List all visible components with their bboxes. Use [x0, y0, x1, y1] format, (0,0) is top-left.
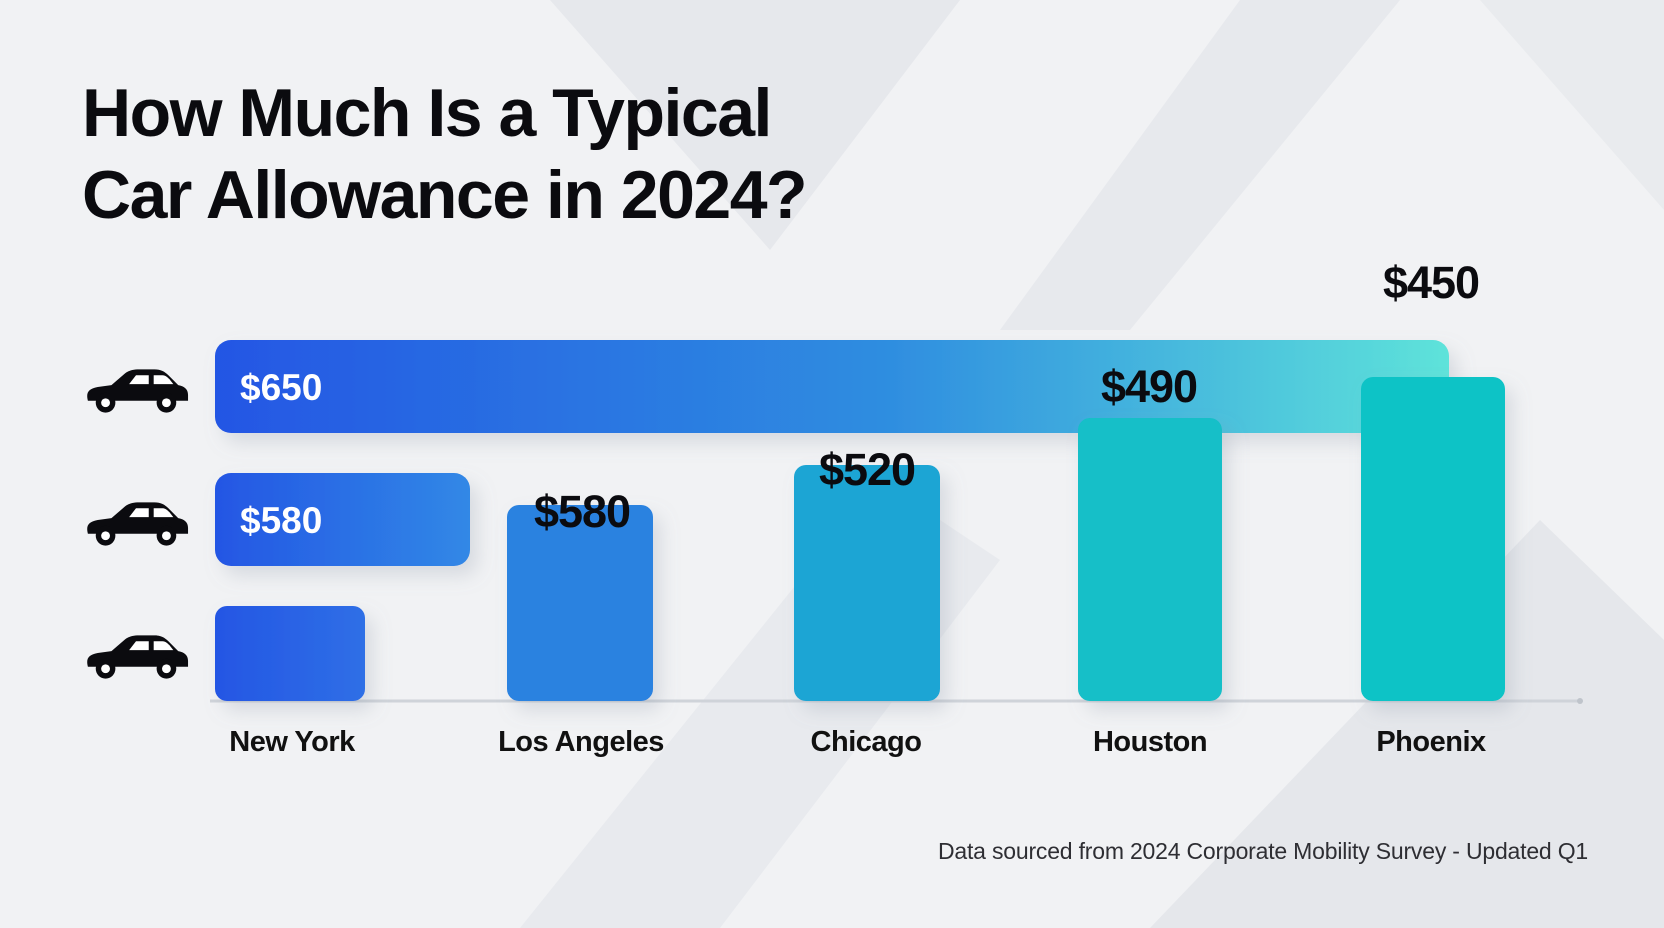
- bar-phoenix: [1361, 377, 1505, 701]
- horizontal-bar-580: [215, 473, 470, 566]
- bar-chicago: [794, 465, 940, 701]
- category-label-chicago: Chicago: [811, 726, 922, 758]
- x-axis-end: [1577, 698, 1583, 704]
- horizontal-bar-label-580: $580: [240, 500, 322, 541]
- bar-new-york: [215, 606, 365, 701]
- car-icon: [87, 502, 189, 546]
- category-label-houston: Houston: [1093, 726, 1207, 758]
- horizontal-bar-label-650: $650: [240, 367, 322, 408]
- value-label-chicago: $520: [819, 444, 915, 495]
- chart-title-line-2: Car Allowance in 2024?: [82, 157, 808, 233]
- car-icon: [87, 635, 189, 679]
- value-label-houston: $490: [1101, 361, 1197, 412]
- car-icon: [87, 369, 189, 413]
- value-label-phoenix: $450: [1383, 257, 1479, 308]
- bar-houston: [1078, 418, 1222, 701]
- category-label-new-york: New York: [229, 726, 356, 758]
- chart-title: How Much Is a Typical Car Allowance in 2…: [82, 72, 808, 236]
- value-label-los-angeles: $580: [534, 486, 630, 537]
- category-label-los-angeles: Los Angeles: [498, 726, 664, 758]
- chart-title-line-1: How Much Is a Typical: [82, 75, 772, 151]
- source-note: Data sourced from 2024 Corporate Mobilit…: [937, 838, 1588, 864]
- category-label-phoenix: Phoenix: [1376, 726, 1486, 758]
- bar-los-angeles: [507, 505, 653, 701]
- horizontal-bar-650: [215, 340, 1449, 433]
